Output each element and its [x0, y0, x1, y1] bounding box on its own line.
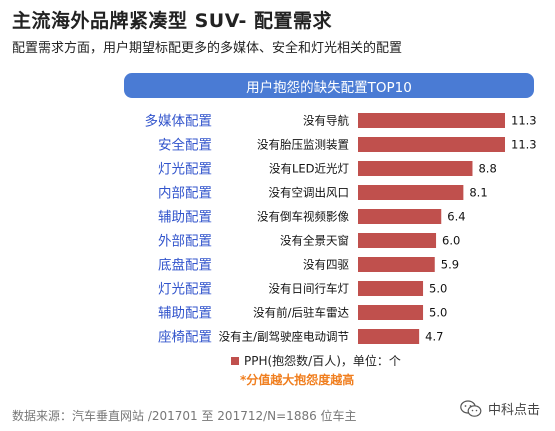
chart-title-banner: 用户抱怨的缺失配置TOP10: [124, 73, 534, 98]
legend-label: PPH(抱怨数/百人)，单位：个: [244, 354, 401, 368]
chart-legend: PPH(抱怨数/百人)，单位：个: [231, 352, 401, 369]
category-label: 辅助配置: [158, 306, 212, 322]
bar: [358, 329, 420, 344]
category-label: 安全配置: [158, 137, 212, 154]
bar-item-label: 没有导航: [303, 114, 349, 128]
bar-item-label: 没有日间行车灯: [269, 282, 350, 296]
bar-value-label: 5.9: [441, 258, 459, 272]
bar-value-label: 4.7: [425, 330, 443, 344]
page-title: 主流海外品牌紧凑型 SUV- 配置需求: [12, 10, 333, 32]
bar-value-label: 11.3: [511, 114, 537, 128]
bar: [358, 137, 505, 152]
page-subtitle: 配置需求方面，用户期望标配更多的多媒体、安全和灯光相关的配置: [12, 41, 403, 56]
bar-value-label: 8.1: [469, 186, 487, 200]
bar-value-label: 6.0: [442, 234, 460, 248]
category-label: 外部配置: [158, 234, 212, 250]
bar-item-label: 没有四驱: [303, 258, 349, 272]
chart-note: *分值越大抱怨度越高: [240, 373, 355, 387]
bar: [358, 281, 424, 296]
category-label: 灯光配置: [158, 162, 212, 178]
bar: [358, 185, 464, 200]
bar: [358, 233, 437, 248]
category-label: 内部配置: [158, 186, 212, 202]
bar-item-label: 没有LED近光灯: [269, 162, 350, 176]
bar-item-label: 没有倒车视频影像: [257, 210, 349, 224]
bar: [358, 305, 424, 320]
legend-swatch: [231, 356, 239, 365]
category-label: 座椅配置: [158, 330, 212, 346]
category-label: 灯光配置: [158, 282, 212, 298]
bar-item-label: 没有主/副驾驶座电动调节: [219, 330, 349, 344]
bar-item-label: 没有全景天窗: [280, 234, 349, 248]
bar-item-label: 没有前/后驻车雷达: [253, 306, 349, 320]
watermark-text: 中科点击: [488, 403, 541, 418]
bar-item-label: 没有胎压监测装置: [257, 138, 349, 152]
bar: [358, 113, 505, 128]
bar: [358, 257, 435, 272]
bar-value-label: 5.0: [429, 306, 447, 320]
bar-value-label: 8.8: [478, 162, 496, 176]
wechat-icon: [460, 399, 482, 417]
category-label: 底盘配置: [158, 257, 212, 274]
watermark: 中科点击: [460, 399, 540, 418]
bar: [358, 161, 473, 176]
category-label: 辅助配置: [158, 210, 212, 226]
data-source: 数据来源：汽车垂直网站 /201701 至 201712/N=1886 位车主: [12, 409, 357, 423]
bar-value-label: 11.3: [511, 138, 537, 152]
bar: [358, 209, 442, 224]
bar-value-label: 5.0: [429, 282, 447, 296]
bar-value-label: 6.4: [447, 210, 465, 224]
category-label: 多媒体配置: [145, 113, 213, 130]
bar-item-label: 没有空调出风口: [269, 186, 350, 200]
